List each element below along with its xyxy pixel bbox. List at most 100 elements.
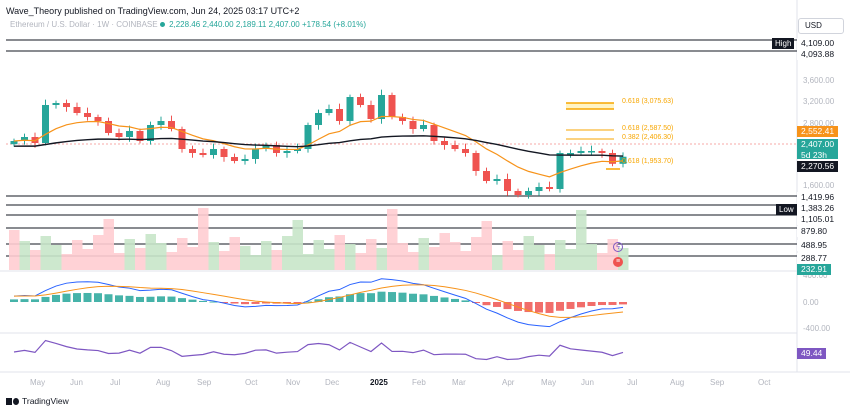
time-tick: Apr	[502, 378, 515, 387]
symbol-legend: Ethereum / U.S. Dollar · 1W · COINBASE 2…	[10, 20, 366, 29]
flag-icon[interactable]: ≡	[613, 257, 623, 267]
fib-label: 0.618 (1,953.70)	[622, 158, 674, 165]
time-tick: Jul	[110, 378, 121, 387]
level-tag: 4,093.88	[797, 49, 839, 60]
candle-body	[577, 151, 585, 153]
macd-histogram-bar	[566, 302, 575, 309]
time-tick: Oct	[245, 378, 258, 387]
candle-body	[10, 141, 18, 145]
candle-body	[210, 149, 217, 155]
volume-bar	[334, 235, 345, 270]
volume-bar	[555, 240, 566, 270]
fib-label: 0.618 (3,075.63)	[622, 98, 674, 105]
candle-body	[609, 153, 616, 164]
time-tick: May	[541, 378, 557, 387]
candle-body	[472, 153, 480, 171]
symbol-name: Ethereum / U.S. Dollar · 1W · COINBASE	[10, 20, 158, 29]
candle-body	[168, 121, 175, 129]
volume-bar	[607, 239, 618, 270]
candle-body	[105, 121, 112, 133]
macd-histogram-bar	[587, 302, 596, 306]
candle-body	[231, 157, 238, 161]
volume-bar	[240, 246, 251, 270]
candle-body	[504, 179, 511, 191]
volume-bar	[135, 248, 146, 270]
macd-histogram-bar	[115, 295, 123, 302]
volume-bar	[82, 249, 93, 270]
volume-bar	[72, 240, 83, 270]
volume-bar	[450, 242, 461, 270]
volume-bar	[366, 239, 377, 270]
volume-bar	[565, 249, 576, 270]
macd-histogram-bar	[136, 296, 144, 302]
sma-tag: 2,270.56	[797, 161, 839, 172]
candle-body	[409, 121, 417, 129]
macd-histogram-bar	[388, 292, 396, 302]
macd-histogram-bar	[62, 293, 71, 302]
price-tick: 2,800.00	[803, 119, 835, 128]
macd-histogram-bar	[503, 302, 512, 310]
volume-bar	[30, 250, 41, 270]
macd-histogram-bar	[146, 296, 155, 302]
macd-histogram-bar	[31, 299, 39, 302]
level-tag: 1,419.96	[797, 192, 839, 203]
time-tick: Jun	[581, 378, 594, 387]
candle-body	[262, 145, 270, 149]
candle-body	[126, 131, 133, 137]
publish-caption: Wave_Theory published on TradingView.com…	[6, 6, 300, 16]
volume-bar	[40, 236, 51, 270]
candle-body	[84, 113, 91, 117]
volume-bar	[282, 236, 293, 270]
candle-body	[598, 151, 606, 153]
flash-icon[interactable]: ϟ	[613, 242, 623, 252]
macd-histogram-bar	[461, 300, 470, 302]
candle-body	[588, 151, 595, 153]
macd-histogram-bar	[178, 298, 186, 302]
candle-body	[31, 137, 39, 143]
volume-bar	[481, 221, 492, 270]
tradingview-logo[interactable]: TradingView	[6, 396, 69, 406]
sma-line	[13, 135, 624, 157]
macd-histogram-bar	[52, 294, 60, 302]
macd-histogram-bar	[10, 299, 18, 302]
candle-body	[483, 171, 490, 181]
macd-histogram-bar	[346, 294, 354, 302]
volume-bar	[292, 220, 303, 270]
macd-histogram-bar	[514, 302, 522, 311]
volume-bar	[250, 255, 261, 270]
candle-body	[283, 151, 291, 153]
candle-body	[346, 97, 354, 121]
macd-histogram-bar	[41, 296, 50, 302]
time-tick: Mar	[452, 378, 466, 387]
last-price: 2,407.00	[801, 139, 835, 149]
candle-body	[430, 125, 438, 141]
macd-histogram-bar	[73, 293, 81, 302]
macd-histogram-bar	[230, 302, 239, 304]
rsi-line	[13, 339, 624, 361]
volume-bar	[397, 243, 408, 270]
volume-bar	[429, 247, 440, 270]
macd-histogram-bar	[125, 295, 134, 302]
time-tick: Feb	[412, 378, 426, 387]
volume-bar	[219, 251, 230, 270]
tradingview-logo-icon	[6, 397, 19, 405]
candle-body	[567, 153, 574, 155]
volume-bar	[492, 255, 503, 270]
candle-body	[189, 149, 196, 153]
candle-body	[241, 159, 249, 161]
volume-bar	[471, 237, 482, 270]
candle-body	[325, 109, 333, 113]
time-tick: Jun	[70, 378, 83, 387]
time-tick: Sep	[197, 378, 212, 387]
candle-body	[42, 105, 49, 143]
currency-button[interactable]: USD	[798, 18, 844, 34]
ema-line	[13, 115, 624, 178]
candle-body	[147, 125, 154, 141]
candle-body	[388, 95, 396, 117]
macd-histogram-bar	[94, 293, 102, 302]
candle-body	[94, 117, 102, 121]
price-tick: 1,600.00	[803, 181, 835, 190]
candle-body	[462, 149, 469, 153]
macd-histogram-bar	[535, 302, 543, 313]
